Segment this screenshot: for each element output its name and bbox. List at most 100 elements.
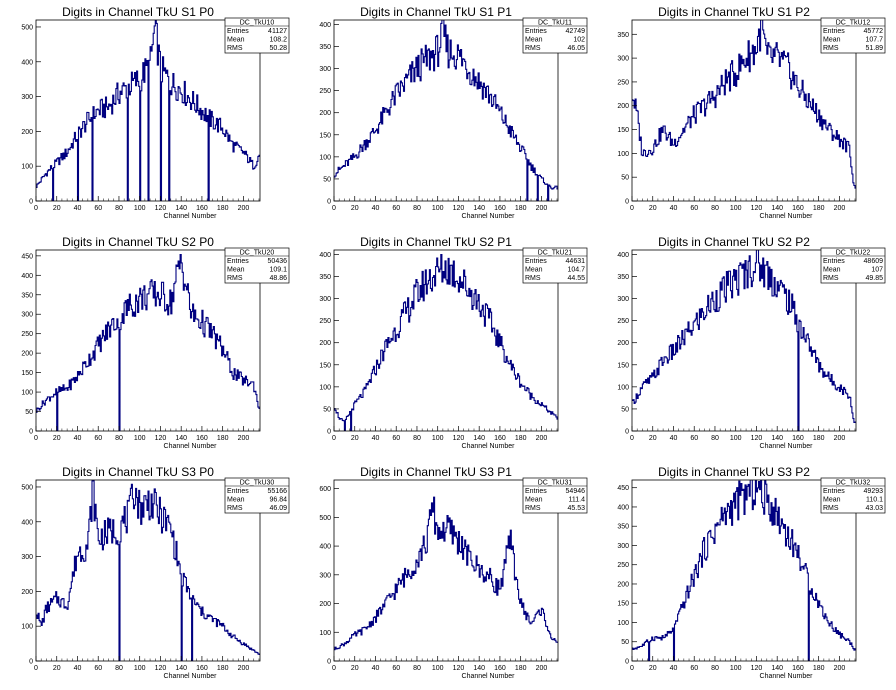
x-tick-label: 80 <box>115 665 123 672</box>
x-tick-label: 200 <box>238 665 250 672</box>
x-tick-label: 180 <box>217 665 229 672</box>
y-tick-label: 250 <box>617 562 629 569</box>
stats-box <box>522 247 588 284</box>
stats-label: Mean <box>227 267 245 274</box>
x-tick-label: 180 <box>217 205 229 212</box>
y-tick-label: 200 <box>319 340 331 347</box>
y-tick-label: 600 <box>319 486 331 493</box>
stats-value: 46.09 <box>269 505 287 512</box>
x-tick-label: 60 <box>690 205 698 212</box>
y-tick-label: 400 <box>319 252 331 259</box>
stats-label: RMS <box>227 275 243 282</box>
x-tick-label: 0 <box>332 205 336 212</box>
y-tick-label: 200 <box>21 589 33 596</box>
y-tick-label: 300 <box>617 296 629 303</box>
x-tick-label: 80 <box>413 665 421 672</box>
y-tick-label: 200 <box>21 129 33 136</box>
y-tick-label: 50 <box>323 176 331 183</box>
y-tick-label: 400 <box>319 22 331 29</box>
y-tick-label: 450 <box>617 485 629 492</box>
x-tick-label: 120 <box>453 205 465 212</box>
x-tick-label: 60 <box>392 435 400 442</box>
x-tick-label: 40 <box>74 435 82 442</box>
histogram-panel: Digits in Channel TkU S2 P1 0 20 40 60 80 100 1… <box>298 230 596 460</box>
y-tick-label: 250 <box>319 318 331 325</box>
chart-title: Digits in Channel TkU S3 P0 <box>62 465 214 479</box>
x-tick-label: 60 <box>392 205 400 212</box>
plot-frame <box>631 19 857 202</box>
y-tick-label: 50 <box>621 175 629 182</box>
stats-label: Mean <box>525 37 543 44</box>
stats-label: RMS <box>823 45 839 52</box>
x-tick-label: 140 <box>473 205 485 212</box>
plot-frame <box>333 19 559 202</box>
plot-frame <box>333 479 559 662</box>
stats-name: DC_TkU22 <box>836 250 871 257</box>
y-tick-label: 350 <box>21 292 33 299</box>
histogram-svg: Digits in Channel TkU S1 P0 0 20 40 60 80 100 1… <box>21 5 290 220</box>
chart-title: Digits in Channel TkU S1 P2 <box>658 5 810 19</box>
x-tick-label: 40 <box>670 665 678 672</box>
x-axis-label: Channel Number <box>164 673 218 680</box>
stats-label: Mean <box>525 497 543 504</box>
histogram-svg: Digits in Channel TkU S3 P1 0 20 40 60 80 100 1… <box>319 465 588 680</box>
stats-value: 48.86 <box>269 275 287 282</box>
stats-box <box>224 477 290 514</box>
histogram-svg: Digits in Channel TkU S1 P2 0 20 40 60 80 100 1… <box>617 5 886 220</box>
histogram-line <box>632 20 856 189</box>
stats-label: Entries <box>525 28 547 35</box>
y-tick-label: 150 <box>617 127 629 134</box>
plot-frame <box>631 479 857 662</box>
x-tick-label: 0 <box>332 435 336 442</box>
stats-label: Entries <box>227 28 249 35</box>
x-tick-label: 100 <box>432 665 444 672</box>
x-tick-label: 80 <box>413 205 421 212</box>
x-tick-label: 200 <box>536 205 548 212</box>
stats-label: Mean <box>227 497 245 504</box>
x-axis-label: Channel Number <box>462 443 516 450</box>
stats-label: RMS <box>525 45 541 52</box>
x-tick-label: 160 <box>494 205 506 212</box>
y-tick-label: 400 <box>21 519 33 526</box>
x-tick-label: 140 <box>175 205 187 212</box>
x-axis-label: Channel Number <box>164 443 218 450</box>
y-tick-label: 150 <box>21 370 33 377</box>
x-tick-label: 60 <box>392 665 400 672</box>
x-tick-label: 60 <box>94 665 102 672</box>
stats-label: Mean <box>823 37 841 44</box>
x-tick-label: 160 <box>196 665 208 672</box>
x-tick-label: 200 <box>238 205 250 212</box>
x-tick-label: 80 <box>711 205 719 212</box>
stats-box <box>820 477 886 514</box>
y-tick-label: 200 <box>617 581 629 588</box>
y-tick-label: 350 <box>319 274 331 281</box>
x-tick-label: 120 <box>751 435 763 442</box>
x-axis-label: Channel Number <box>462 213 516 220</box>
x-tick-label: 0 <box>34 435 38 442</box>
x-tick-label: 180 <box>217 435 229 442</box>
stats-value: 43.03 <box>865 505 883 512</box>
histogram-line <box>334 496 558 651</box>
stats-label: RMS <box>227 45 243 52</box>
x-tick-label: 100 <box>134 665 146 672</box>
x-axis-label: Channel Number <box>164 213 218 220</box>
y-tick-label: 150 <box>319 362 331 369</box>
y-tick-label: 0 <box>625 199 629 206</box>
x-tick-label: 120 <box>155 435 167 442</box>
y-tick-label: 300 <box>319 296 331 303</box>
x-tick-label: 120 <box>751 665 763 672</box>
stats-value: 96.84 <box>269 497 287 504</box>
x-tick-label: 80 <box>711 665 719 672</box>
x-tick-label: 180 <box>515 435 527 442</box>
x-tick-label: 0 <box>630 435 634 442</box>
y-tick-label: 400 <box>21 273 33 280</box>
x-axis-label: Channel Number <box>760 673 814 680</box>
x-tick-label: 20 <box>53 665 61 672</box>
y-tick-label: 0 <box>625 429 629 436</box>
y-tick-label: 100 <box>21 390 33 397</box>
stats-name: DC_TkU30 <box>240 480 275 487</box>
histogram-panel: Digits in Channel TkU S3 P2 0 20 40 60 80 100 1… <box>596 460 894 690</box>
y-tick-label: 150 <box>617 601 629 608</box>
y-tick-label: 300 <box>21 312 33 319</box>
